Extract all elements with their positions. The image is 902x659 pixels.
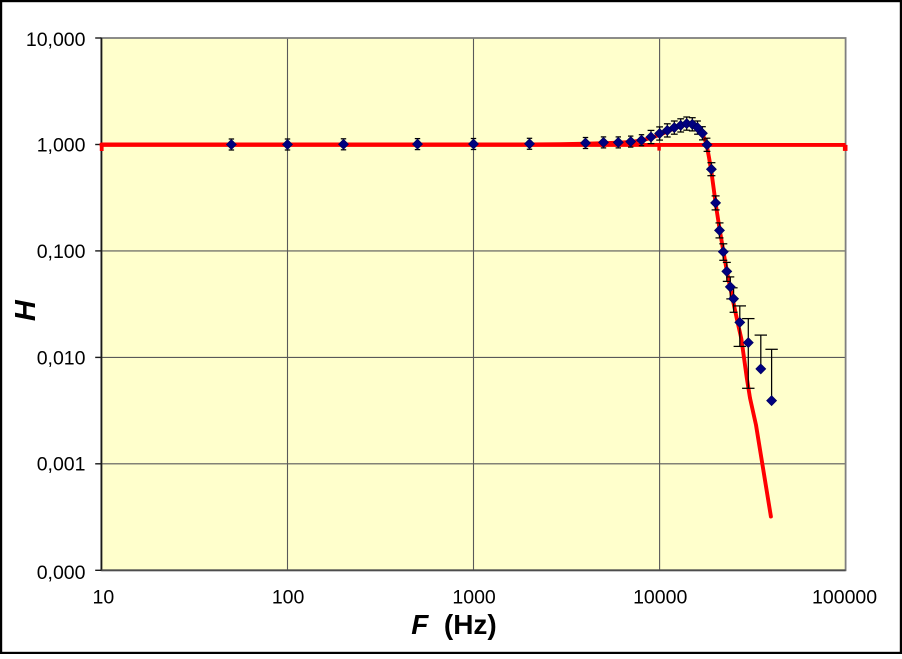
svg-text:1000: 1000 bbox=[452, 586, 496, 608]
svg-text:0,000: 0,000 bbox=[37, 562, 86, 584]
svg-text:100000: 100000 bbox=[812, 586, 877, 608]
svg-text:H: H bbox=[10, 299, 42, 321]
svg-text:10: 10 bbox=[93, 586, 115, 608]
svg-text:0,010: 0,010 bbox=[37, 347, 86, 369]
svg-text:1,000: 1,000 bbox=[37, 134, 86, 156]
svg-text:0,100: 0,100 bbox=[37, 241, 86, 263]
svg-text:0,001: 0,001 bbox=[37, 454, 86, 476]
svg-text:F (Hz): F (Hz) bbox=[411, 609, 497, 640]
svg-text:10,000: 10,000 bbox=[26, 29, 86, 51]
svg-text:10000: 10000 bbox=[633, 586, 687, 608]
svg-text:100: 100 bbox=[272, 586, 305, 608]
